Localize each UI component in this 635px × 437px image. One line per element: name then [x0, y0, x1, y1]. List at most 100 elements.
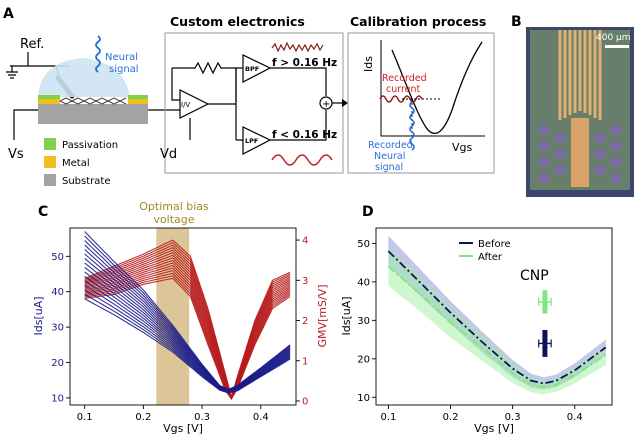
plot-c-frame [69, 227, 297, 406]
x-tick-label: 0.1 [380, 412, 396, 423]
panel-label-c: C [38, 204, 48, 220]
plot-c-yticks-right: 0 1 2 3 4 [296, 236, 308, 407]
cnp-label: CNP [520, 268, 549, 284]
y-tick-label: 40 [357, 277, 370, 288]
y-tick-label: 10 [51, 393, 64, 404]
after-line [387, 265, 607, 389]
gm-curve [84, 249, 291, 400]
neural-signal-label-2: signal [109, 64, 139, 75]
electronics-title: Custom electronics [170, 14, 305, 29]
recorded-neural-label-3: signal [375, 162, 403, 173]
micrograph-dots [539, 125, 621, 183]
neural-signal-label-1: Neural [105, 52, 138, 63]
y-tick-right-label: 3 [302, 276, 308, 287]
plot-c-yticks-left: 10 20 30 40 50 [51, 252, 70, 404]
substrate-layer [38, 104, 148, 124]
x-tick-label: 0.3 [194, 412, 210, 423]
output-wires [270, 67, 327, 141]
recorded-current-label-1: Recorded [382, 73, 427, 84]
legend-before: Before [478, 239, 511, 250]
calib-axes [380, 40, 485, 137]
plot-c-xlabel: Vgs [V] [163, 422, 203, 435]
gm-curve [84, 272, 291, 400]
recorded-neural-label-2: Neural [374, 151, 405, 162]
recorded-neural-label-1: Recorded [368, 140, 413, 151]
x-tick-label: 0.4 [253, 412, 269, 423]
gm-curve [84, 262, 291, 400]
panel-label-a: A [3, 6, 14, 22]
calib-neural-signal [409, 101, 415, 151]
y-tick-right-label: 2 [302, 316, 308, 327]
optimal-bias-label-2: voltage [153, 213, 194, 226]
y-tick-label: 40 [51, 287, 64, 298]
after-band [388, 247, 606, 395]
optimal-bias-label-1: Optimal bias [139, 200, 209, 213]
plot-d-xlabel: Vgs [V] [474, 422, 514, 435]
y-tick-label: 20 [357, 354, 370, 365]
legend-substrate: Substrate [62, 176, 110, 187]
calib-transfer-curve [391, 41, 483, 134]
vs-wire [13, 109, 38, 140]
y-tick-label: 30 [51, 323, 64, 334]
y-tick-right-label: 4 [302, 236, 308, 247]
freq-high-label: f > 0.16 Hz [272, 57, 337, 69]
panel-b: B 400 µm [511, 14, 634, 197]
calibration-box [347, 32, 495, 174]
electrolyte-dome [38, 58, 130, 97]
ground-icon [6, 65, 28, 79]
neural-signal-icon [95, 35, 101, 73]
bpf-amplifier [242, 54, 272, 83]
recorded-current-label-2: current [386, 84, 421, 95]
y-tick-right-label: 1 [302, 356, 308, 367]
gm-curve [84, 267, 291, 400]
plus-sign: + [322, 99, 330, 110]
plot-d-cnp [538, 290, 552, 357]
bpf-label: BPF [245, 65, 259, 73]
passivation-left [38, 95, 60, 99]
low-freq-wave-icon [271, 154, 333, 166]
y-tick-label: 20 [51, 358, 64, 369]
panel-a: A Ref. Neural signal Vs Passivation Meta… [3, 6, 495, 187]
y-tick-label: 50 [357, 239, 370, 250]
plot-d-frame [375, 227, 613, 406]
scale-bar-label: 400 µm [596, 33, 631, 43]
vs-label: Vs [8, 147, 24, 162]
legend-metal: Metal [62, 158, 90, 169]
calib-recorded-current [379, 95, 423, 103]
plot-c-xticks: 0.1 0.2 0.3 0.4 [77, 405, 269, 423]
freq-low-label: f < 0.16 Hz [272, 129, 337, 141]
iv-amplifier [179, 89, 210, 119]
gm-curve [84, 277, 291, 401]
ids-curve [84, 231, 291, 391]
micrograph-stem [571, 118, 589, 187]
lpf-label: LPF [245, 137, 258, 145]
high-freq-noise-icon [271, 41, 324, 53]
gm-curve [84, 239, 291, 400]
plot-c-ylabel-left: Ids[uA] [32, 296, 45, 335]
plot-d-yticks: 10 20 30 40 50 [357, 239, 376, 404]
x-tick-label: 0.2 [443, 412, 459, 423]
ids-curves [84, 231, 291, 394]
calib-ids-axis: Ids [362, 56, 375, 72]
metal-layer-right [128, 99, 148, 104]
plot-d-ylabel: Ids[uA] [340, 296, 353, 335]
plot-d-bands [388, 235, 606, 395]
plot-d-lines [387, 250, 607, 389]
y-tick-label: 50 [51, 252, 64, 263]
vd-label: Vd [160, 147, 177, 162]
gm-curve [84, 244, 291, 400]
x-tick-label: 0.4 [567, 412, 583, 423]
y-tick-right-label: 0 [302, 396, 308, 407]
legend-swatch-substrate [44, 174, 56, 186]
metal-layer-left [38, 99, 60, 104]
branch-wire [208, 67, 243, 141]
legend-after: After [478, 252, 503, 263]
resistor-icon [172, 61, 236, 75]
gm-curve [84, 254, 291, 400]
plot-d-xticks: 0.1 0.2 0.3 0.4 [380, 405, 583, 423]
plot-c-ylabel-right: GMV[mS/V] [316, 284, 329, 347]
gm-curve [84, 257, 291, 400]
calibration-title: Calibration process [350, 14, 486, 29]
calib-vgs-axis: Vgs [452, 141, 473, 154]
panel-c: C Optimal bias voltage 0.1 0.2 0.3 0.4 1020… [32, 200, 329, 435]
